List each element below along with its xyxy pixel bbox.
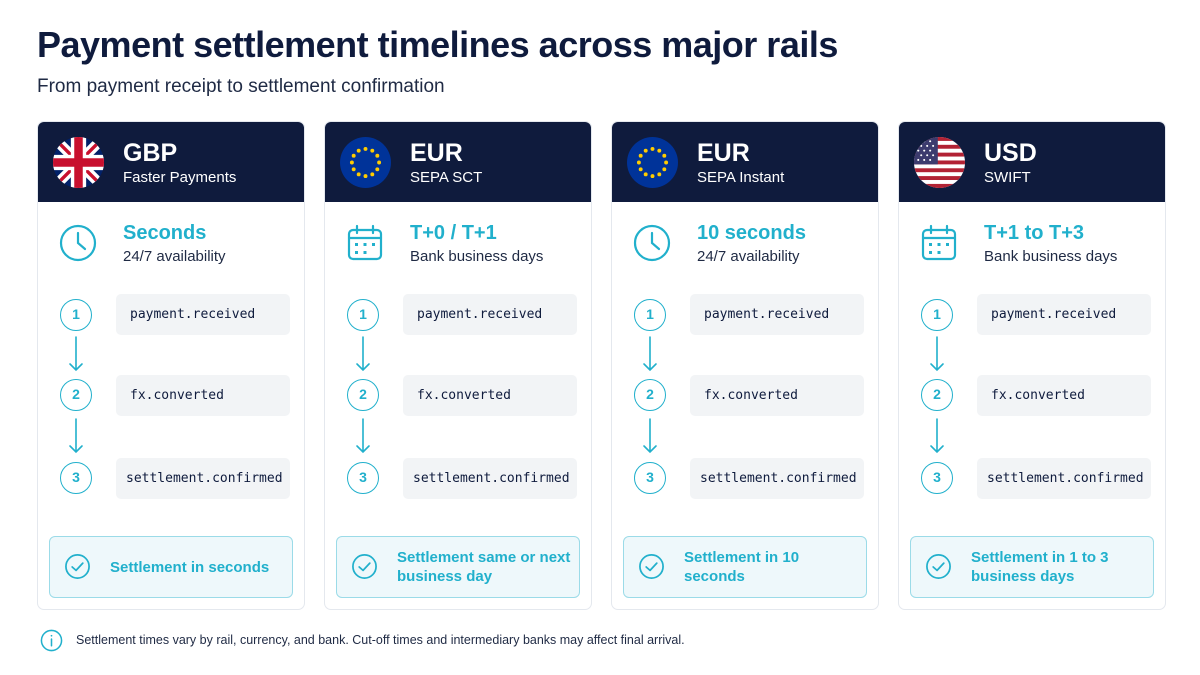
settlement-time: T+0 / T+1 [410,222,497,244]
info-icon [40,629,63,652]
settlement-result: Settlement in seconds [49,536,293,598]
page-title: Payment settlement timelines across majo… [37,24,838,65]
currency-code: GBP [123,139,178,167]
clock-icon [632,223,672,263]
currency-code: EUR [410,139,463,167]
currency-code: USD [984,139,1037,167]
event-label: payment.received [690,294,864,335]
availability-note: 24/7 availability [123,248,226,265]
card-header: USD SWIFT [899,122,1165,202]
settlement-result: Settlement same or next business day [336,536,580,598]
step-number: 2 [347,379,379,411]
arrow-down-icon [642,417,658,455]
clock-icon [58,223,98,263]
event-label: payment.received [116,294,290,335]
card-eur-sepa-sct: EUR SEPA SCT T+0 / T+1 Bank business day… [324,121,592,610]
footnote: Settlement times vary by rail, currency,… [76,633,685,647]
step-number: 2 [60,379,92,411]
result-text: Settlement in seconds [110,558,270,576]
availability-note: Bank business days [410,248,544,265]
event-label: fx.converted [403,375,577,416]
page-subtitle: From payment receipt to settlement confi… [37,76,445,97]
step-number: 2 [921,379,953,411]
settlement-result: Settlement in 1 to 3 business days [910,536,1154,598]
card-header: EUR SEPA Instant [612,122,878,202]
check-circle-icon [351,553,378,580]
check-circle-icon [64,553,91,580]
card-eur-sepa-instant: EUR SEPA Instant 10 seconds 24/7 availab… [611,121,879,610]
arrow-down-icon [642,335,658,373]
event-label: payment.received [403,294,577,335]
card-usd-swift: USD SWIFT T+1 to T+3 Bank business days … [898,121,1166,610]
event-label: fx.converted [977,375,1151,416]
event-label: settlement.confirmed [690,458,864,499]
check-circle-icon [925,553,952,580]
event-label: settlement.confirmed [116,458,290,499]
eu-flag-icon [627,137,678,188]
step-number: 2 [634,379,666,411]
availability-note: 24/7 availability [697,248,800,265]
card-header: EUR SEPA SCT [325,122,591,202]
uk-flag-icon [53,137,104,188]
step-number: 1 [347,299,379,331]
step-number: 1 [60,299,92,331]
arrow-down-icon [355,335,371,373]
rail-name: SWIFT [984,169,1031,186]
settlement-time: T+1 to T+3 [984,222,1085,244]
result-text: Settlement in 10 seconds [684,549,800,585]
arrow-down-icon [68,417,84,455]
event-label: payment.received [977,294,1151,335]
settlement-time: 10 seconds [697,222,806,244]
event-label: fx.converted [690,375,864,416]
calendar-icon [345,223,385,263]
arrow-down-icon [68,335,84,373]
rail-name: SEPA Instant [697,169,785,186]
rail-name: Faster Payments [123,169,237,186]
step-number: 1 [634,299,666,331]
us-flag-icon [914,137,965,188]
settlement-result: Settlement in 10 seconds [623,536,867,598]
event-label: fx.converted [116,375,290,416]
currency-code: EUR [697,139,750,167]
availability-note: Bank business days [984,248,1118,265]
eu-flag-icon [340,137,391,188]
event-label: settlement.confirmed [403,458,577,499]
rail-cards: GBP Faster Payments Seconds 24/7 availab… [37,121,1167,611]
arrow-down-icon [929,417,945,455]
result-text: Settlement same or next business day [397,549,571,585]
arrow-down-icon [355,417,371,455]
step-number: 3 [634,462,666,494]
calendar-icon [919,223,959,263]
check-circle-icon [638,553,665,580]
step-number: 3 [921,462,953,494]
arrow-down-icon [929,335,945,373]
step-number: 3 [347,462,379,494]
event-label: settlement.confirmed [977,458,1151,499]
card-header: GBP Faster Payments [38,122,304,202]
settlement-time: Seconds [123,222,207,244]
step-number: 1 [921,299,953,331]
result-text: Settlement in 1 to 3 business days [971,549,1109,585]
card-gbp-faster-payments: GBP Faster Payments Seconds 24/7 availab… [37,121,305,610]
rail-name: SEPA SCT [410,169,483,186]
step-number: 3 [60,462,92,494]
